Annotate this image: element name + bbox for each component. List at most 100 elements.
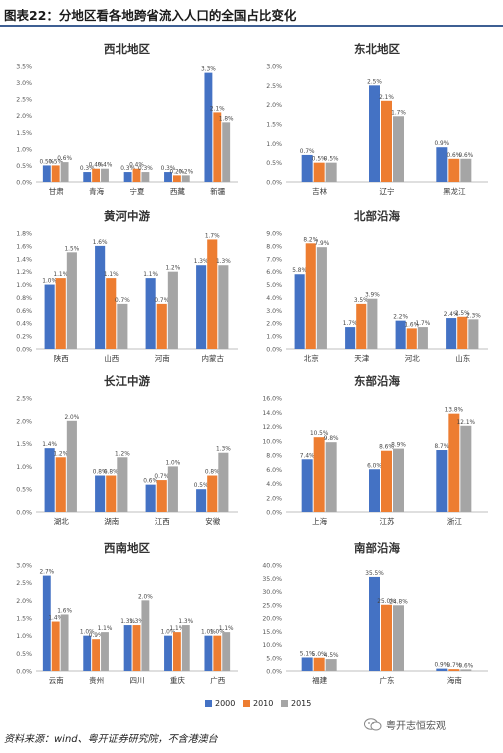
y-tick-label: 1.5% bbox=[266, 122, 282, 129]
bar-2000 bbox=[204, 72, 213, 182]
bar-2010 bbox=[313, 657, 325, 671]
figure-title: 图表22：分地区看各地跨省流入人口的全国占比变化 bbox=[4, 8, 297, 23]
chart-title: 南部沿海 bbox=[354, 541, 400, 555]
data-label: 0.8% bbox=[93, 470, 108, 476]
chart-svg: 南部沿海 0.0% 5.0% 10.0% 15.0% 20.0% 25.0% 30.0% 35.… bbox=[262, 541, 488, 685]
x-tick-label: 湖南 bbox=[104, 516, 119, 526]
x-tick-label: 山西 bbox=[104, 353, 119, 363]
bar-2010 bbox=[132, 625, 141, 671]
y-tick-label: 20.0% bbox=[262, 616, 282, 623]
legend-item-2000: 2000 bbox=[205, 699, 235, 708]
bar-2010 bbox=[55, 278, 66, 349]
bar-2000 bbox=[42, 575, 51, 671]
data-label: 0.5% bbox=[312, 157, 327, 163]
x-tick-label: 北京 bbox=[304, 353, 319, 363]
data-label: 0.9% bbox=[434, 663, 449, 669]
x-tick-label: 新疆 bbox=[210, 186, 225, 196]
data-label: 1.3% bbox=[194, 259, 209, 265]
bar-2010 bbox=[51, 165, 60, 182]
bar-2000 bbox=[369, 469, 380, 512]
bar-2000 bbox=[301, 657, 313, 671]
x-tick-label: 宁夏 bbox=[130, 186, 145, 196]
y-tick-label: 14.0% bbox=[262, 410, 282, 417]
chart-svg: 西北地区 0.0% 0.5% 1.0% 1.5% 2.0% 2.5% 3.0% 3.5% 0.5%… bbox=[16, 42, 238, 196]
y-tick-label: 1.5% bbox=[16, 616, 32, 623]
chart-yellow-river: 黄河中游 0.0% 0.2% 0.4% 0.6% 0.8% 1.0% 1.2% 1.4% 1.6%… bbox=[4, 205, 250, 379]
x-tick-label: 辽宁 bbox=[380, 186, 395, 196]
y-tick-label: 6.0% bbox=[266, 467, 282, 474]
data-label: 1.7% bbox=[205, 233, 220, 239]
data-label: 2.3% bbox=[466, 313, 481, 319]
data-label: 8.2% bbox=[303, 237, 318, 243]
bar-2015 bbox=[222, 632, 231, 671]
bar-2015 bbox=[417, 327, 428, 349]
x-tick-label: 福建 bbox=[312, 675, 327, 685]
legend-swatch-2000 bbox=[205, 700, 212, 707]
y-tick-label: 2.5% bbox=[16, 97, 32, 104]
chart-svg: 长江中游 0.0% 0.5% 1.0% 1.5% 2.0% 2.5% 1.4% 1.2% 2.0%… bbox=[16, 374, 238, 526]
data-label: 1.0% bbox=[80, 630, 95, 636]
chart-southwest: 西南地区 0.0% 0.5% 1.0% 1.5% 2.0% 2.5% 3.0% 2.7% 1.4%… bbox=[4, 537, 250, 701]
x-tick-label: 黑龙江 bbox=[443, 186, 466, 196]
bar-2010 bbox=[156, 480, 167, 512]
data-label: 4.5% bbox=[324, 653, 339, 659]
x-tick-label: 海南 bbox=[447, 675, 462, 685]
data-label: 1.7% bbox=[415, 321, 430, 327]
y-tick-label: 0.5% bbox=[16, 163, 32, 170]
bar-2000 bbox=[83, 172, 92, 182]
bar-2015 bbox=[460, 158, 472, 182]
x-tick-label: 重庆 bbox=[170, 675, 185, 685]
y-tick-label: 1.5% bbox=[16, 130, 32, 137]
data-label: 1.0% bbox=[161, 630, 176, 636]
data-label: 0.4% bbox=[129, 163, 144, 169]
y-tick-label: 0.6% bbox=[16, 308, 32, 315]
bar-2015 bbox=[218, 265, 229, 349]
x-tick-label: 安徽 bbox=[205, 516, 220, 526]
x-tick-label: 湖北 bbox=[54, 517, 69, 526]
y-tick-label: 1.0% bbox=[16, 633, 32, 640]
data-label: 7.9% bbox=[314, 241, 329, 247]
data-label: 8.6% bbox=[379, 445, 394, 451]
y-tick-label: 5.0% bbox=[266, 282, 282, 289]
y-tick-label: 1.0% bbox=[266, 334, 282, 341]
data-label: 8.7% bbox=[434, 444, 449, 450]
x-tick-label: 浙江 bbox=[447, 516, 462, 526]
y-tick-label: 2.0% bbox=[16, 113, 32, 120]
data-label: 2.1% bbox=[210, 106, 225, 112]
chart-title: 东部沿海 bbox=[354, 374, 400, 388]
y-tick-label: 0.4% bbox=[16, 321, 32, 328]
y-tick-label: 0.0% bbox=[266, 347, 282, 354]
data-label: 1.1% bbox=[219, 626, 234, 632]
bar-2015 bbox=[141, 600, 150, 671]
y-tick-label: 25.0% bbox=[262, 602, 282, 609]
y-tick-label: 2.0% bbox=[16, 418, 32, 425]
data-label: 1.1% bbox=[98, 626, 113, 632]
x-tick-label: 江西 bbox=[155, 517, 170, 526]
bar-2000 bbox=[204, 635, 213, 671]
data-label: 6.0% bbox=[367, 463, 382, 469]
data-label: 0.6% bbox=[458, 153, 473, 159]
bar-2000 bbox=[44, 448, 55, 512]
bar-2015 bbox=[117, 303, 128, 349]
y-tick-label: 2.0% bbox=[16, 598, 32, 605]
y-tick-label: 1.0% bbox=[16, 282, 32, 289]
data-label: 12.1% bbox=[457, 420, 476, 426]
y-tick-label: 1.4% bbox=[16, 256, 32, 263]
chart-title: 东北地区 bbox=[354, 42, 400, 56]
data-label: 0.6% bbox=[57, 156, 72, 162]
chart-northeast: 东北地区 0.0% 0.5% 1.0% 1.5% 2.0% 2.5% 3.0% 0.7% 0.5%… bbox=[254, 38, 500, 212]
bar-2010 bbox=[92, 639, 101, 671]
bar-2000 bbox=[44, 284, 55, 349]
y-tick-label: 2.0% bbox=[266, 495, 282, 502]
x-tick-label: 甘肃 bbox=[49, 186, 64, 196]
data-label: 1.3% bbox=[216, 259, 231, 265]
watermark: 粤开志恒宏观 bbox=[364, 717, 446, 735]
y-tick-label: 0.0% bbox=[266, 180, 282, 187]
bar-2015 bbox=[393, 448, 404, 512]
y-tick-label: 0.5% bbox=[266, 160, 282, 167]
y-tick-label: 0.5% bbox=[16, 487, 32, 494]
data-label: 5.1% bbox=[300, 651, 315, 657]
bar-2015 bbox=[316, 247, 327, 349]
data-label: 1.0% bbox=[165, 460, 180, 466]
y-tick-label: 0.0% bbox=[16, 180, 32, 187]
